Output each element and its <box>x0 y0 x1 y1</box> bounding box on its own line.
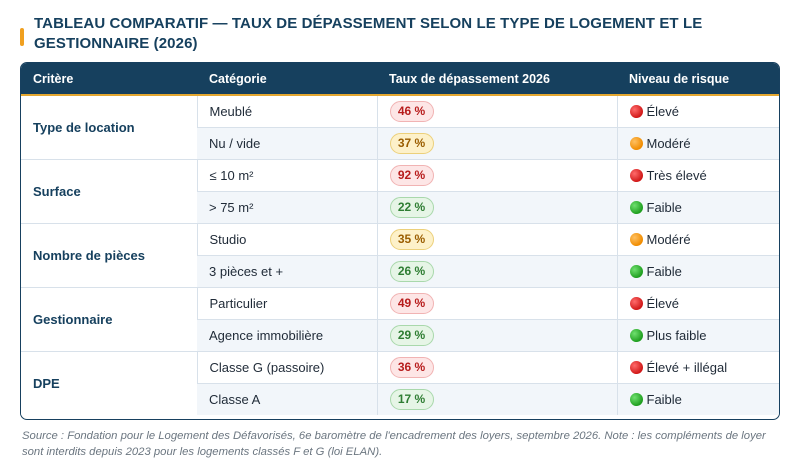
category-cell: Meublé <box>196 95 377 127</box>
risk-cell: Élevé + illégal <box>616 350 779 383</box>
green-circle-icon <box>629 264 643 278</box>
rate-badge: 49 % <box>389 292 434 314</box>
table-row: Agence immobilière 29 % Plus faible <box>21 318 779 351</box>
category-cell: ≤ 10 m² <box>196 158 377 191</box>
rate-cell: 36 % <box>376 350 617 383</box>
category-cell: Nu / vide <box>197 126 377 159</box>
risk-label: Élevé <box>646 103 680 119</box>
category-cell: 3 pièces et + <box>197 254 377 287</box>
header-risk: Niveau de risque <box>629 71 730 86</box>
orange-circle-icon <box>629 136 643 150</box>
table-row: 3 pièces et + 26 % Faible <box>21 254 779 287</box>
rate-badge: 37 % <box>389 132 434 154</box>
risk-label: Faible <box>646 263 682 279</box>
rate-cell: 35 % <box>376 222 617 255</box>
red-circle-icon <box>629 168 643 182</box>
rate-badge: 46 % <box>389 100 434 122</box>
table-row: Surface ≤ 10 m² 92 % Très élevé <box>21 158 779 223</box>
table-row: Nombre de pièces Studio 35 % Modéré <box>21 222 779 287</box>
rate-badge: 26 % <box>389 260 434 282</box>
risk-cell: Plus faible <box>616 318 779 351</box>
rate-badge: 17 % <box>389 388 434 410</box>
criterion-cell: Type de location <box>21 95 197 159</box>
risk-cell: Modéré <box>616 222 779 255</box>
risk-label: Plus faible <box>646 327 707 343</box>
rate-badge: 36 % <box>389 356 434 378</box>
green-circle-icon <box>629 328 643 342</box>
rate-cell: 46 % <box>376 95 617 127</box>
risk-cell: Faible <box>616 254 779 287</box>
category-cell: > 75 m² <box>197 190 377 223</box>
table-row: > 75 m² 22 % Faible <box>21 190 779 223</box>
table-row: Classe A 17 % Faible <box>21 382 779 415</box>
header-category: Catégorie <box>209 71 267 86</box>
risk-cell: Faible <box>616 190 779 223</box>
rate-cell: 49 % <box>376 286 617 319</box>
title-accent-bar <box>20 28 24 46</box>
table-body: Type de location Meublé 46 % Élevé Nu / vide… <box>21 95 779 415</box>
green-circle-icon <box>629 200 643 214</box>
category-cell: Classe A <box>197 382 377 415</box>
category-cell: Agence immobilière <box>197 318 377 351</box>
rate-badge: 92 % <box>389 164 434 186</box>
header-criterion: Critère <box>33 71 74 86</box>
rate-cell: 92 % <box>376 158 617 191</box>
criterion-cell: Nombre de pièces <box>21 222 197 287</box>
category-cell: Studio <box>196 222 377 255</box>
category-cell: Particulier <box>196 286 377 319</box>
green-circle-icon <box>629 392 643 406</box>
red-circle-icon <box>629 360 643 374</box>
risk-label: Très élevé <box>646 167 707 183</box>
red-circle-icon <box>629 296 643 310</box>
risk-label: Modéré <box>646 135 691 151</box>
table-row: Nu / vide 37 % Modéré <box>21 126 779 159</box>
red-circle-icon <box>629 104 643 118</box>
risk-label: Élevé <box>646 295 680 311</box>
risk-cell: Faible <box>616 382 779 415</box>
risk-cell: Très élevé <box>616 158 779 191</box>
comparison-table: Critère Catégorie Taux de dépassement 20… <box>20 62 780 420</box>
risk-cell: Élevé <box>616 95 779 127</box>
page-title: TABLEAU COMPARATIF — TAUX DE DÉPASSEMENT… <box>34 15 703 52</box>
category-cell: Classe G (passoire) <box>196 350 377 383</box>
criterion-cell: DPE <box>21 350 197 415</box>
risk-cell: Modéré <box>616 126 779 159</box>
table-row: DPE Classe G (passoire) 36 % Élevé + illéga… <box>21 350 779 415</box>
risk-label: Faible <box>646 199 682 215</box>
risk-label: Élevé + illégal <box>646 359 728 375</box>
title-block: TABLEAU COMPARATIF — TAUX DE DÉPASSEMENT… <box>20 14 790 54</box>
risk-label: Modéré <box>646 231 691 247</box>
orange-circle-icon <box>629 232 643 246</box>
risk-label: Faible <box>646 391 682 407</box>
rate-cell: 22 % <box>376 190 617 223</box>
table-header-row: Critère Catégorie Taux de dépassement 20… <box>21 63 779 95</box>
rate-badge: 35 % <box>389 228 434 250</box>
table-row: Type de location Meublé 46 % Élevé <box>21 95 779 159</box>
rate-cell: 29 % <box>376 318 617 351</box>
rate-cell: 37 % <box>376 126 617 159</box>
table-row: Gestionnaire Particulier 49 % Élevé <box>21 286 779 351</box>
criterion-cell: Gestionnaire <box>21 286 197 351</box>
rate-cell: 26 % <box>376 254 617 287</box>
source-note: Source : Fondation pour le Logement des … <box>22 430 766 458</box>
header-rate: Taux de dépassement 2026 <box>389 71 550 86</box>
risk-cell: Élevé <box>616 286 779 319</box>
rate-cell: 17 % <box>376 382 617 415</box>
criterion-cell: Surface <box>21 158 197 223</box>
rate-badge: 22 % <box>389 196 434 218</box>
rate-badge: 29 % <box>389 324 434 346</box>
